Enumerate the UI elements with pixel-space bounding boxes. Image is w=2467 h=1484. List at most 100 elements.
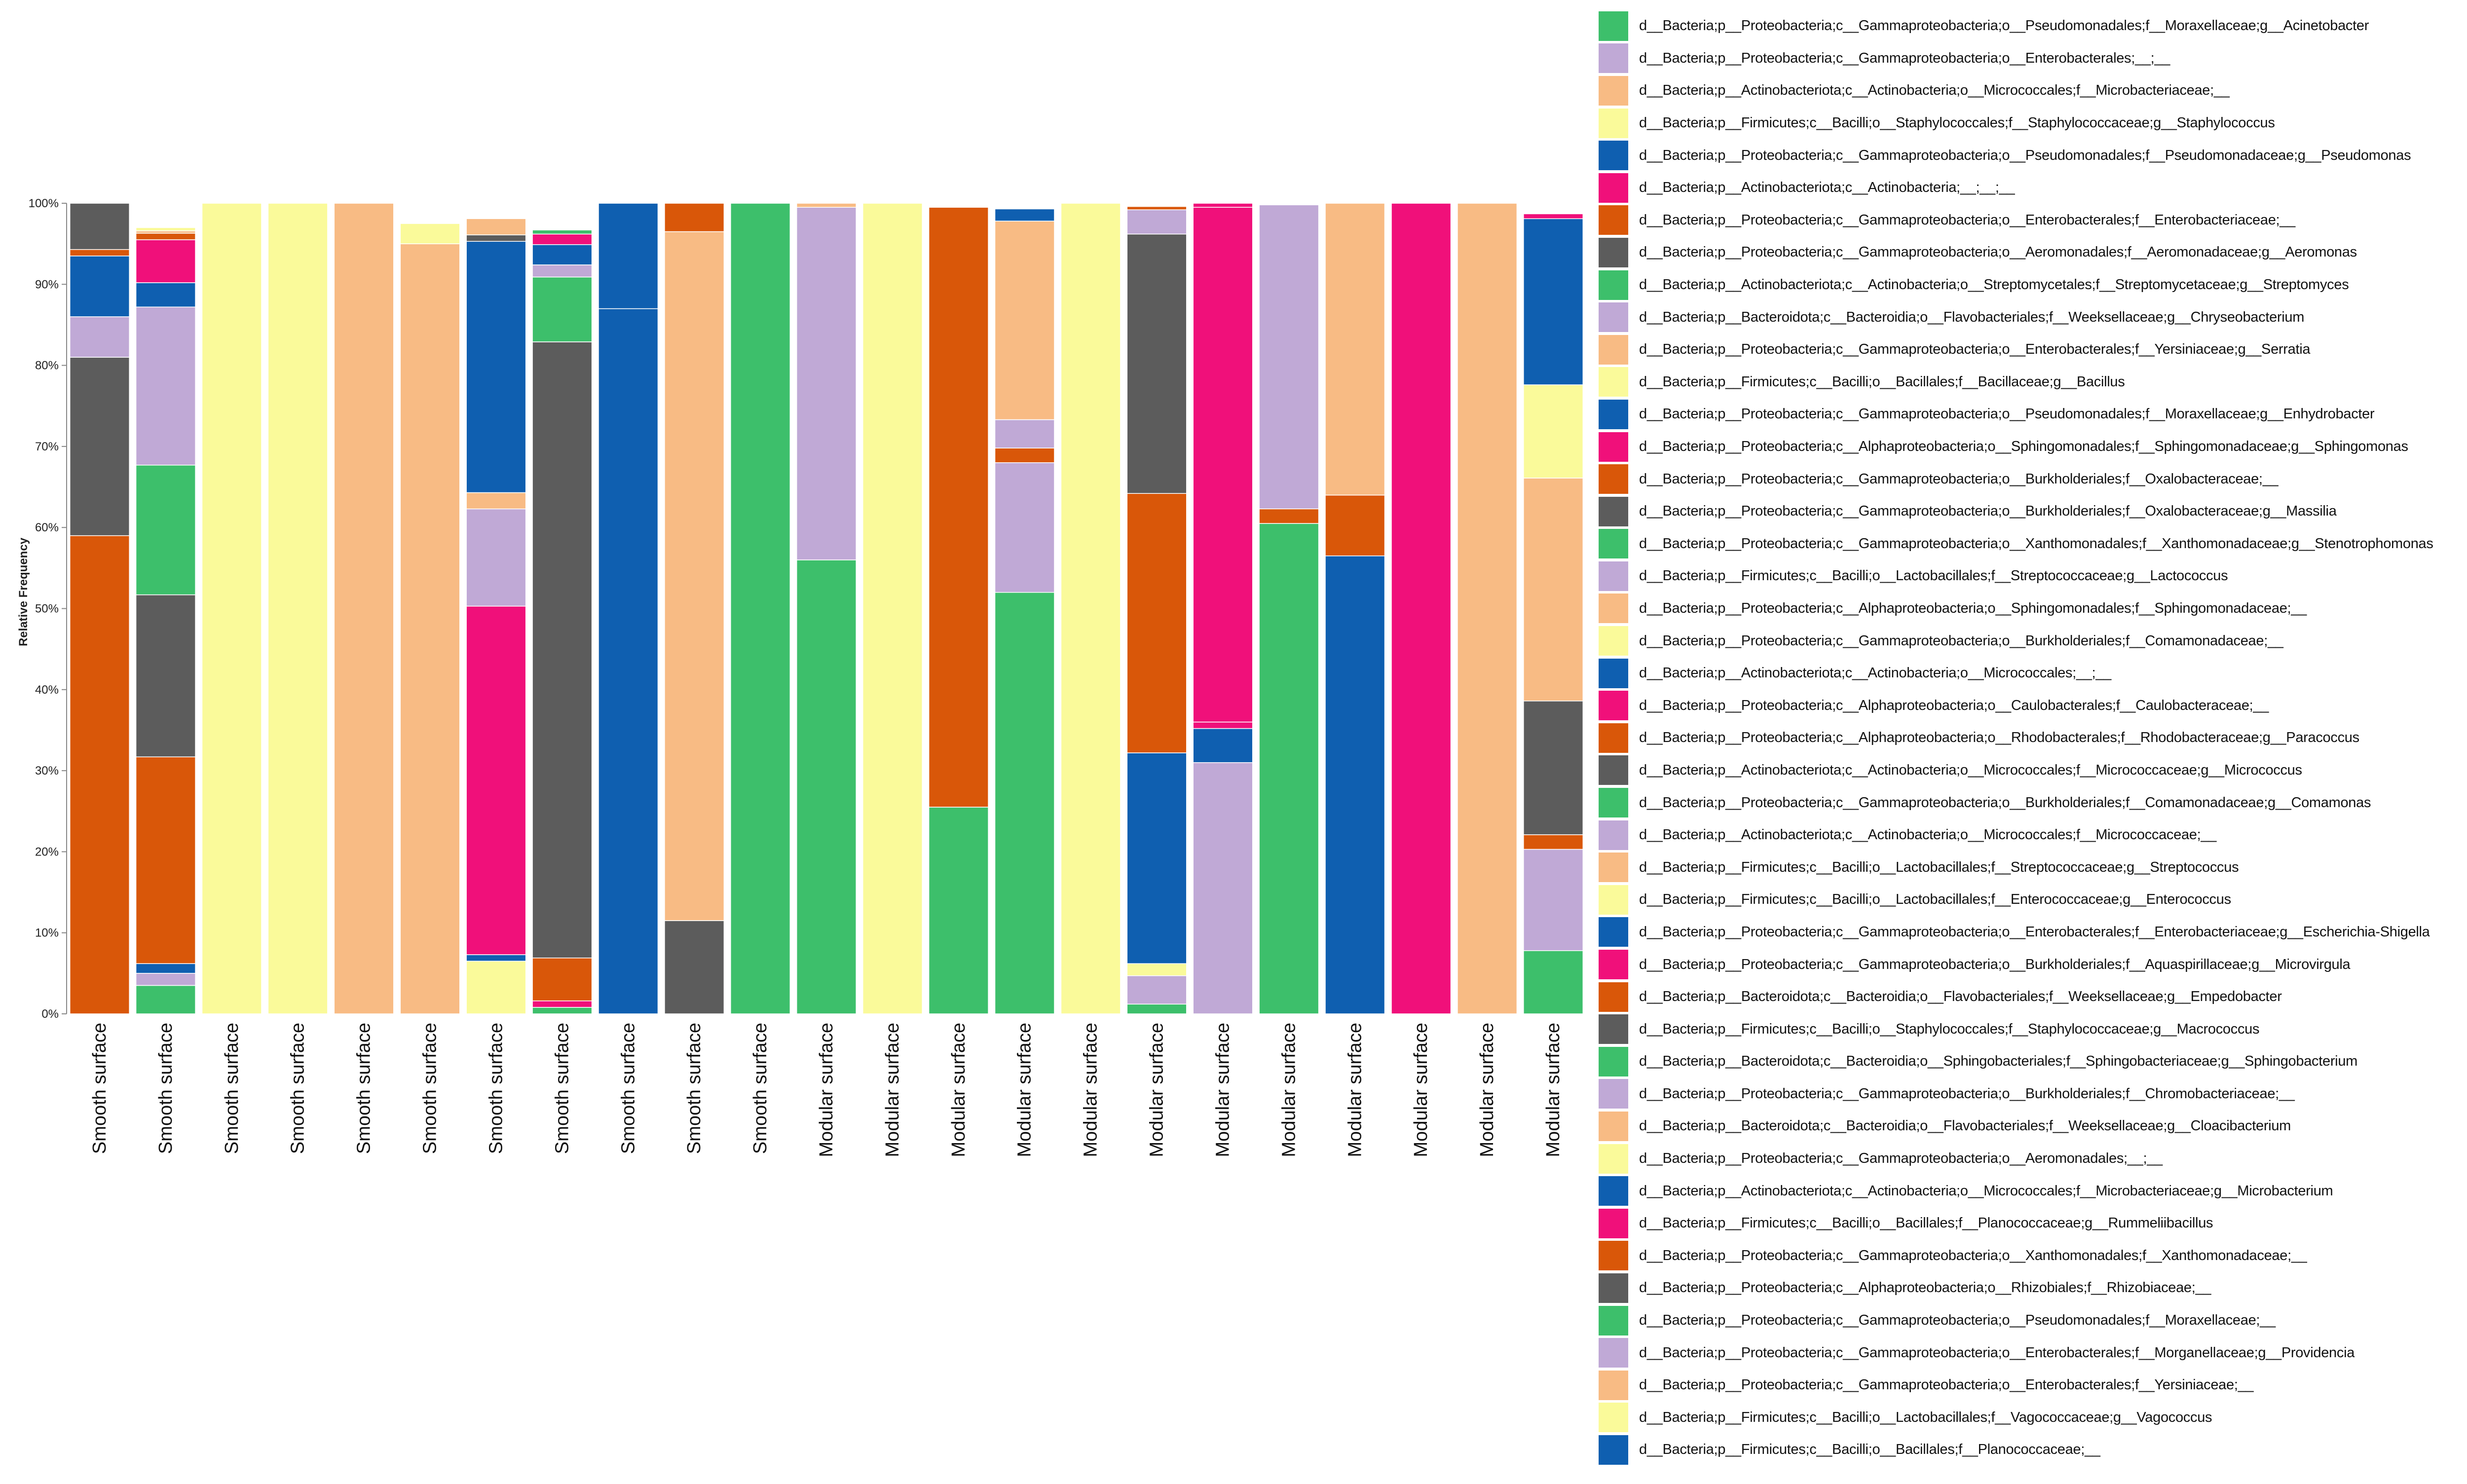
bar-segment-7-16[interactable]	[466, 234, 526, 242]
bar-segment-19-1[interactable]	[1259, 523, 1319, 1014]
bar-segment-1-7[interactable]	[69, 535, 130, 1014]
legend-item[interactable]: d__Bacteria;p__Proteobacteria;c__Gammapr…	[1599, 398, 2467, 431]
legend-item[interactable]: d__Bacteria;p__Bacteroidota;c__Bacteroid…	[1599, 1045, 2467, 1078]
bar-segment-8-6[interactable]	[532, 1000, 593, 1008]
legend-item[interactable]: d__Bacteria;p__Actinobacteriota;c__Actin…	[1599, 1175, 2467, 1207]
bar-segment-7-10[interactable]	[466, 508, 526, 607]
legend-item[interactable]: d__Bacteria;p__Firmicutes;c__Bacilli;o__…	[1599, 1013, 2467, 1045]
legend-item[interactable]: d__Bacteria;p__Proteobacteria;c__Gammapr…	[1599, 625, 2467, 657]
bar-segment-23-14[interactable]	[1523, 213, 1584, 220]
bar-segment-8-14[interactable]	[532, 233, 593, 245]
bar-segment-4-4[interactable]	[267, 203, 328, 1014]
bar-segment-14-7[interactable]	[928, 207, 989, 808]
legend-item[interactable]: d__Bacteria;p__Firmicutes;c__Bacilli;o__…	[1599, 851, 2467, 884]
bar-segment-23-12[interactable]	[1523, 384, 1584, 479]
legend-item[interactable]: d__Bacteria;p__Actinobacteriota;c__Actin…	[1599, 819, 2467, 852]
bar-segment-20-5[interactable]	[1325, 555, 1385, 1014]
bar-segment-1-8[interactable]	[69, 357, 130, 536]
bar-segment-19-10[interactable]	[1259, 204, 1319, 510]
bar-segment-16-4[interactable]	[1060, 203, 1121, 1014]
legend-item[interactable]: d__Bacteria;p__Proteobacteria;c__Alphapr…	[1599, 1272, 2467, 1304]
bar-segment-3-4[interactable]	[201, 203, 262, 1014]
legend-item[interactable]: d__Bacteria;p__Bacteroidota;c__Bacteroid…	[1599, 1110, 2467, 1143]
bar-segment-9-13[interactable]	[598, 203, 659, 309]
bar-segment-1-16[interactable]	[69, 203, 130, 250]
bar-segment-15-7[interactable]	[994, 447, 1055, 463]
legend-item[interactable]: d__Bacteria;p__Firmicutes;c__Bacilli;o__…	[1599, 1402, 2467, 1434]
bar-segment-17-1[interactable]	[1126, 1003, 1187, 1014]
legend-item[interactable]: d__Bacteria;p__Proteobacteria;c__Gammapr…	[1599, 1369, 2467, 1402]
bar-segment-17-4[interactable]	[1126, 963, 1187, 976]
bar-segment-8-13[interactable]	[532, 244, 593, 265]
bar-segment-20-11[interactable]	[1325, 203, 1385, 496]
bar-segment-1-15[interactable]	[69, 249, 130, 257]
legend-item[interactable]: d__Bacteria;p__Firmicutes;c__Bacilli;o__…	[1599, 1207, 2467, 1240]
bar-segment-23-8[interactable]	[1523, 701, 1584, 835]
legend-item[interactable]: d__Bacteria;p__Proteobacteria;c__Gammapr…	[1599, 463, 2467, 495]
bar-segment-13-4[interactable]	[862, 203, 923, 1014]
bar-segment-1-10[interactable]	[69, 316, 130, 358]
legend-item[interactable]: d__Bacteria;p__Actinobacteriota;c__Actin…	[1599, 657, 2467, 690]
bar-segment-23-1[interactable]	[1523, 950, 1584, 1014]
bar-segment-2-10[interactable]	[135, 306, 196, 466]
legend-item[interactable]: d__Bacteria;p__Actinobacteriota;c__Actin…	[1599, 74, 2467, 107]
legend-item[interactable]: d__Bacteria;p__Bacteroidota;c__Bacteroid…	[1599, 981, 2467, 1013]
bar-segment-15-13[interactable]	[994, 208, 1055, 222]
bar-segment-7-13[interactable]	[466, 241, 526, 493]
legend-item[interactable]: d__Bacteria;p__Actinobacteriota;c__Actin…	[1599, 754, 2467, 787]
bar-segment-23-11[interactable]	[1523, 478, 1584, 702]
bar-segment-2-14[interactable]	[135, 239, 196, 283]
legend-item[interactable]: d__Bacteria;p__Proteobacteria;c__Gammapr…	[1599, 1240, 2467, 1272]
bar-segment-2-13[interactable]	[135, 282, 196, 308]
bar-segment-1-13[interactable]	[69, 256, 130, 317]
bar-segment-18-5[interactable]	[1193, 728, 1253, 763]
legend-item[interactable]: d__Bacteria;p__Proteobacteria;c__Gammapr…	[1599, 495, 2467, 528]
legend-item[interactable]: d__Bacteria;p__Proteobacteria;c__Gammapr…	[1599, 334, 2467, 366]
bar-segment-18-14[interactable]	[1193, 207, 1253, 723]
legend-item[interactable]: d__Bacteria;p__Proteobacteria;c__Gammapr…	[1599, 236, 2467, 269]
bar-segment-17-5[interactable]	[1126, 752, 1187, 964]
legend-item[interactable]: d__Bacteria;p__Proteobacteria;c__Gammapr…	[1599, 42, 2467, 75]
legend-item[interactable]: d__Bacteria;p__Firmicutes;c__Bacilli;o__…	[1599, 366, 2467, 399]
bar-segment-8-1[interactable]	[532, 1007, 593, 1014]
bar-segment-15-10[interactable]	[994, 419, 1055, 448]
legend-item[interactable]: d__Bacteria;p__Firmicutes;c__Bacilli;o__…	[1599, 884, 2467, 916]
bar-segment-8-10[interactable]	[532, 264, 593, 278]
legend-item[interactable]: d__Bacteria;p__Proteobacteria;c__Gammapr…	[1599, 1078, 2467, 1111]
legend-item[interactable]: d__Bacteria;p__Proteobacteria;c__Alphapr…	[1599, 431, 2467, 463]
bar-segment-8-7[interactable]	[532, 957, 593, 1002]
bar-segment-7-11[interactable]	[466, 492, 526, 510]
bar-segment-2-8[interactable]	[135, 594, 196, 757]
bar-segment-8-17[interactable]	[532, 229, 593, 235]
bar-segment-2-5[interactable]	[135, 963, 196, 974]
legend-item[interactable]: d__Bacteria;p__Proteobacteria;c__Gammapr…	[1599, 916, 2467, 949]
bar-segment-23-13[interactable]	[1523, 218, 1584, 385]
bar-segment-23-7[interactable]	[1523, 834, 1584, 850]
bar-segment-18-2[interactable]	[1193, 762, 1253, 1014]
legend-item[interactable]: d__Bacteria;p__Proteobacteria;c__Alphapr…	[1599, 722, 2467, 754]
bar-segment-18-6[interactable]	[1193, 721, 1253, 729]
legend-item[interactable]: d__Bacteria;p__Proteobacteria;c__Alphapr…	[1599, 689, 2467, 722]
bar-segment-7-5[interactable]	[466, 954, 526, 962]
bar-segment-12-11[interactable]	[796, 203, 857, 208]
bar-segment-23-2[interactable]	[1523, 849, 1584, 951]
legend-item[interactable]: d__Bacteria;p__Firmicutes;c__Bacilli;o__…	[1599, 1434, 2467, 1466]
bar-segment-7-6[interactable]	[466, 605, 526, 955]
bar-segment-2-7[interactable]	[135, 756, 196, 964]
bar-segment-15-11[interactable]	[994, 221, 1055, 420]
bar-segment-8-9[interactable]	[532, 276, 593, 342]
bar-segment-18-22[interactable]	[1193, 203, 1253, 208]
legend-item[interactable]: d__Bacteria;p__Proteobacteria;c__Gammapr…	[1599, 1304, 2467, 1337]
bar-segment-2-1[interactable]	[135, 985, 196, 1014]
bar-segment-19-7[interactable]	[1259, 508, 1319, 524]
bar-segment-14-1[interactable]	[928, 807, 989, 1014]
bar-segment-7-4[interactable]	[466, 961, 526, 1014]
bar-segment-6-11[interactable]	[400, 243, 460, 1014]
bar-segment-17-8[interactable]	[1126, 233, 1187, 494]
bar-segment-17-7[interactable]	[1126, 493, 1187, 753]
bar-segment-22-3[interactable]	[1457, 203, 1518, 1014]
legend-item[interactable]: d__Bacteria;p__Proteobacteria;c__Gammapr…	[1599, 786, 2467, 819]
bar-segment-17-15[interactable]	[1126, 206, 1187, 210]
legend-item[interactable]: d__Bacteria;p__Firmicutes;c__Bacilli;o__…	[1599, 107, 2467, 140]
bar-segment-7-19[interactable]	[466, 218, 526, 235]
